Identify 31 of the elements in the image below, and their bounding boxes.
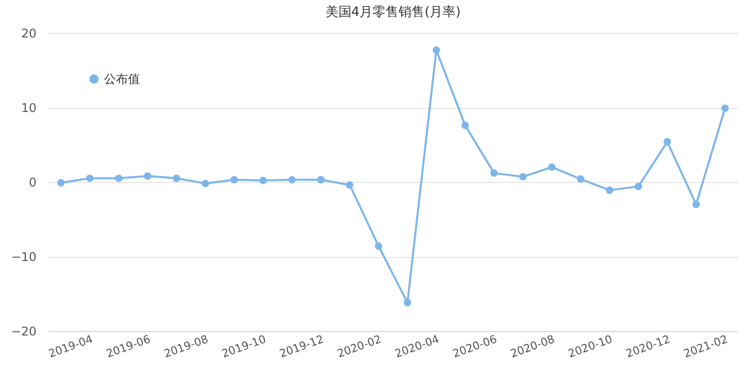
point [57,179,65,186]
point [172,174,180,182]
point [288,176,296,184]
point [346,181,354,189]
y-tick-label: 20 [21,26,36,40]
point [606,186,614,194]
point [664,138,671,146]
point [115,174,122,182]
point [144,172,152,180]
point [490,169,498,177]
legend-label: 公布值 [104,72,140,86]
y-tick-label: −20 [11,324,36,338]
chart-title: 美国4月零售销售(月率) [325,4,461,20]
point [259,176,267,184]
point [374,242,382,250]
point [202,180,210,188]
point [692,200,700,208]
y-tick-label: −10 [11,250,36,264]
point [721,104,729,112]
point [519,173,527,180]
point [432,46,440,54]
point [548,163,556,171]
point [317,176,325,184]
point [404,298,412,306]
point [86,174,94,182]
y-tick-label: 10 [21,101,36,115]
point [230,176,238,184]
point [461,122,469,130]
point [576,175,584,183]
y-tick-label: 0 [28,176,36,190]
point [634,182,642,190]
